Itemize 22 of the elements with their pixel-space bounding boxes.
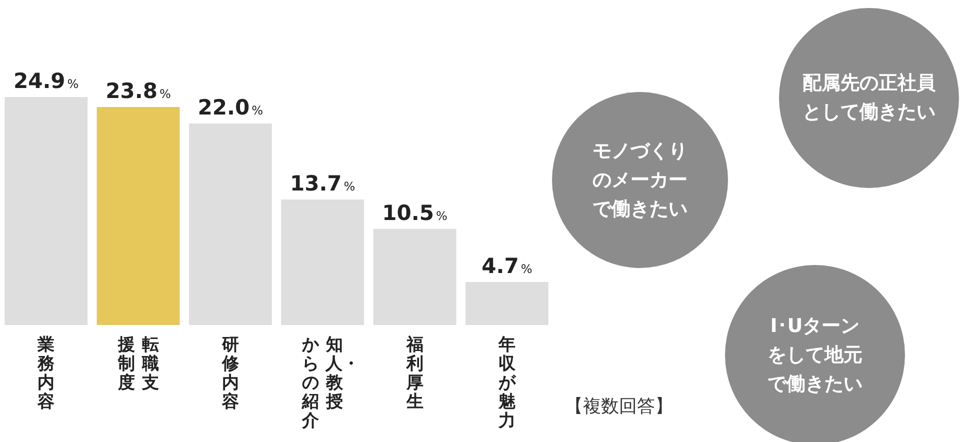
x-tick-label: 転職支援制度 (117, 335, 160, 393)
bar (188, 124, 272, 325)
bar (373, 228, 456, 325)
data-label: 13.7% (290, 172, 356, 196)
data-label: 22.0% (198, 96, 264, 120)
x-tick-label: 年収が魅力 (498, 335, 516, 431)
x-tick-label: 研修内容 (221, 335, 240, 412)
data-label: 4.7% (482, 254, 532, 278)
bar (4, 96, 88, 325)
bar (281, 200, 364, 325)
bar (96, 107, 180, 325)
text: 【複数回答】 (565, 395, 673, 418)
circle-badge: 配属先の正社員として働きたい (779, 8, 959, 188)
x-tick-label: 業務内容 (37, 335, 56, 412)
data-label: 10.5% (382, 200, 448, 225)
circle-badge: I･Uターンをして地元で働きたい (725, 265, 905, 442)
data-label: 24.9% (13, 68, 79, 93)
bar (465, 282, 548, 325)
data-label: 23.8% (106, 79, 171, 104)
category-label: 知人・教授からの紹介 (302, 335, 360, 431)
circle-badge: モノづくりのメーカーで働きたい (552, 92, 728, 268)
x-tick-label: 福利厚生 (406, 335, 424, 412)
